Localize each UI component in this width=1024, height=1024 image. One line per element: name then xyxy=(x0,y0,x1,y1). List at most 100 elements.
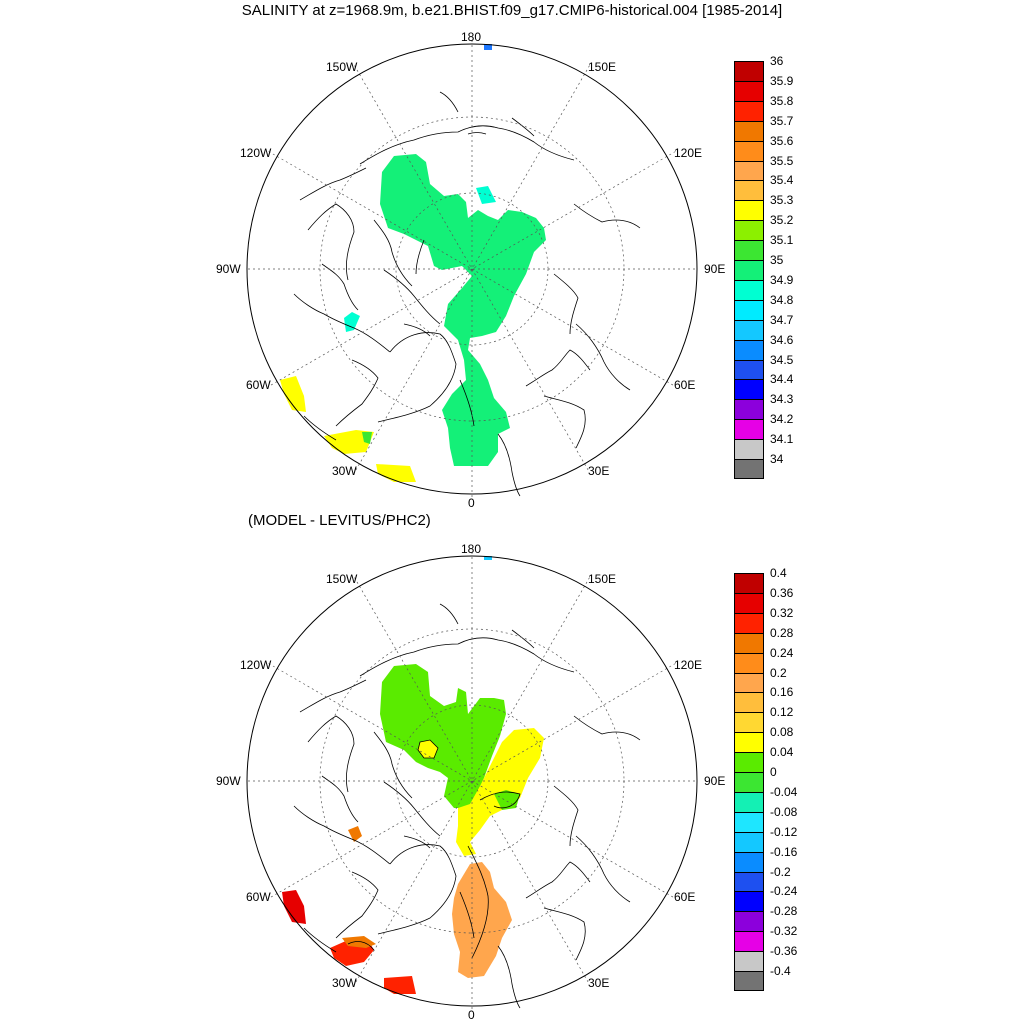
field-red-labrador xyxy=(282,890,306,924)
colorbar-box xyxy=(734,339,764,360)
colorbar-tick-label: 35.1 xyxy=(770,233,794,248)
colorbar-box xyxy=(734,399,764,420)
field-green-main xyxy=(380,154,546,466)
field-yellow-labrador xyxy=(280,376,306,412)
colorbar-box xyxy=(734,831,764,852)
colorbar-box xyxy=(734,419,764,440)
lon-label-30e: 30E xyxy=(588,976,610,990)
colorbar-box xyxy=(734,592,764,613)
colorbar-tick-label: 0 xyxy=(770,765,777,780)
colorbar-box xyxy=(734,931,764,952)
lon-label-60e: 60E xyxy=(674,378,696,392)
figure-title: SALINITY at z=1968.9m, b.e21.BHIST.f09_g… xyxy=(241,2,783,19)
polar-map-bottom xyxy=(246,552,698,1010)
colorbar-box xyxy=(734,180,764,201)
zero-contours xyxy=(347,739,521,959)
colorbar-tick-label: 34.9 xyxy=(770,272,794,287)
colorbar-tick-label: 35.9 xyxy=(770,73,794,88)
lon-label-60e: 60E xyxy=(674,890,696,904)
lon-label-60w: 60W xyxy=(246,378,271,392)
colorbar-tick-label: 0.24 xyxy=(770,645,794,660)
lon-label-90e: 90E xyxy=(704,262,726,276)
field-yellow-iceland xyxy=(376,464,416,482)
colorbar-tick-label: 0.08 xyxy=(770,725,794,740)
graticule xyxy=(248,40,696,498)
field-orange-bay xyxy=(348,826,362,842)
lon-label-30e: 30E xyxy=(588,464,610,478)
field-orange-irminger xyxy=(342,936,376,948)
field-green-main xyxy=(380,664,506,808)
field-green-arm xyxy=(494,790,520,810)
graticule xyxy=(248,552,696,1010)
colorbar-tick-label: 34.4 xyxy=(770,372,794,387)
colorbar-tick-label: 0.32 xyxy=(770,605,794,620)
colorbar-box xyxy=(734,811,764,832)
colorbar-tick-label: 35.3 xyxy=(770,193,794,208)
colorbar-box xyxy=(734,61,764,81)
colorbar-tick-label: 35.7 xyxy=(770,113,794,128)
colorbar-tick-label: 34.8 xyxy=(770,292,794,307)
lon-label-120e: 120E xyxy=(674,146,703,160)
colorbar-tick-label: 35.6 xyxy=(770,133,794,148)
lon-label-30w: 30W xyxy=(332,976,357,990)
colorbar-box xyxy=(734,299,764,320)
field-green-irminger xyxy=(362,432,372,444)
colorbar-tick-label: -0.32 xyxy=(770,924,798,939)
colorbar-tick-label: 35.5 xyxy=(770,153,794,168)
colorbar-box xyxy=(734,200,764,221)
colorbar-bottom: 0.4 0.36 0.32 0.28 0.24 0.2 0.16 0.12 0.08 0.04 0 -… xyxy=(734,566,797,991)
colorbar-tick-label: 0.36 xyxy=(770,585,794,600)
colorbar-tick-label: 35.2 xyxy=(770,213,794,228)
colorbar-tick-label: 34.3 xyxy=(770,392,794,407)
colorbar-tick-label: 34.6 xyxy=(770,332,794,347)
colorbar-tick-label: -0.4 xyxy=(770,964,791,979)
coastlines xyxy=(293,91,641,497)
colorbar-tick-label: 35 xyxy=(770,253,784,268)
lon-label-180: 180 xyxy=(461,542,482,556)
colorbar-tick-label: 0.28 xyxy=(770,625,794,640)
colorbar-box xyxy=(734,279,764,300)
colorbar-tick-label: 35.4 xyxy=(770,173,794,188)
lon-label-0: 0 xyxy=(468,496,475,510)
field-yellow-spot xyxy=(418,740,438,758)
colorbar-box xyxy=(734,379,764,400)
lon-label-30w: 30W xyxy=(332,464,357,478)
colorbar-box xyxy=(734,692,764,713)
colorbar-box xyxy=(734,791,764,812)
lon-label-60w: 60W xyxy=(246,890,271,904)
difference-field xyxy=(282,556,544,994)
colorbar-box xyxy=(734,160,764,181)
lon-label-150e: 150E xyxy=(588,572,617,586)
colorbar-tick-label: 34.7 xyxy=(770,312,794,327)
colorbar-box xyxy=(734,752,764,773)
colorbar-tick-label: 0.2 xyxy=(770,665,787,680)
lon-label-120w: 120W xyxy=(240,146,272,160)
colorbar-box xyxy=(734,652,764,673)
map-panel-bottom: 180 150W 150E 120W 120E 90W 90E 60W 60E … xyxy=(216,542,725,1022)
field-red-iceland xyxy=(384,976,416,994)
colorbar-box xyxy=(734,140,764,161)
colorbar-tick-label: 34.2 xyxy=(770,412,794,427)
colorbar-top: 36 35.9 35.8 35.7 35.6 35.5 35.4 35.3 35.2 35.1 35… xyxy=(734,54,793,479)
colorbar-tick-label: -0.04 xyxy=(770,784,798,799)
colorbar-tick-label: -0.12 xyxy=(770,824,798,839)
field-cyan-spot xyxy=(476,186,496,204)
colorbar-tick-label: 34.5 xyxy=(770,352,794,367)
colorbar-box xyxy=(734,951,764,972)
colorbar-box xyxy=(734,100,764,121)
lon-label-120w: 120W xyxy=(240,658,272,672)
colorbar-box xyxy=(734,891,764,912)
coastlines xyxy=(293,603,641,1009)
colorbar-tick-label: -0.28 xyxy=(770,904,798,919)
lon-label-150w: 150W xyxy=(326,572,358,586)
colorbar-box xyxy=(734,240,764,261)
colorbar-tick-label: 34 xyxy=(770,452,784,467)
colorbar-tick-label: -0.16 xyxy=(770,844,798,859)
colorbar-box xyxy=(734,971,764,991)
lon-label-150w: 150W xyxy=(326,60,358,74)
colorbar-tick-label: 0.4 xyxy=(770,566,787,580)
field-orange-atlantic xyxy=(452,862,512,978)
polar-map-top xyxy=(246,40,698,498)
colorbar-tick-label: 36 xyxy=(770,54,784,68)
lon-label-180: 180 xyxy=(461,30,482,44)
